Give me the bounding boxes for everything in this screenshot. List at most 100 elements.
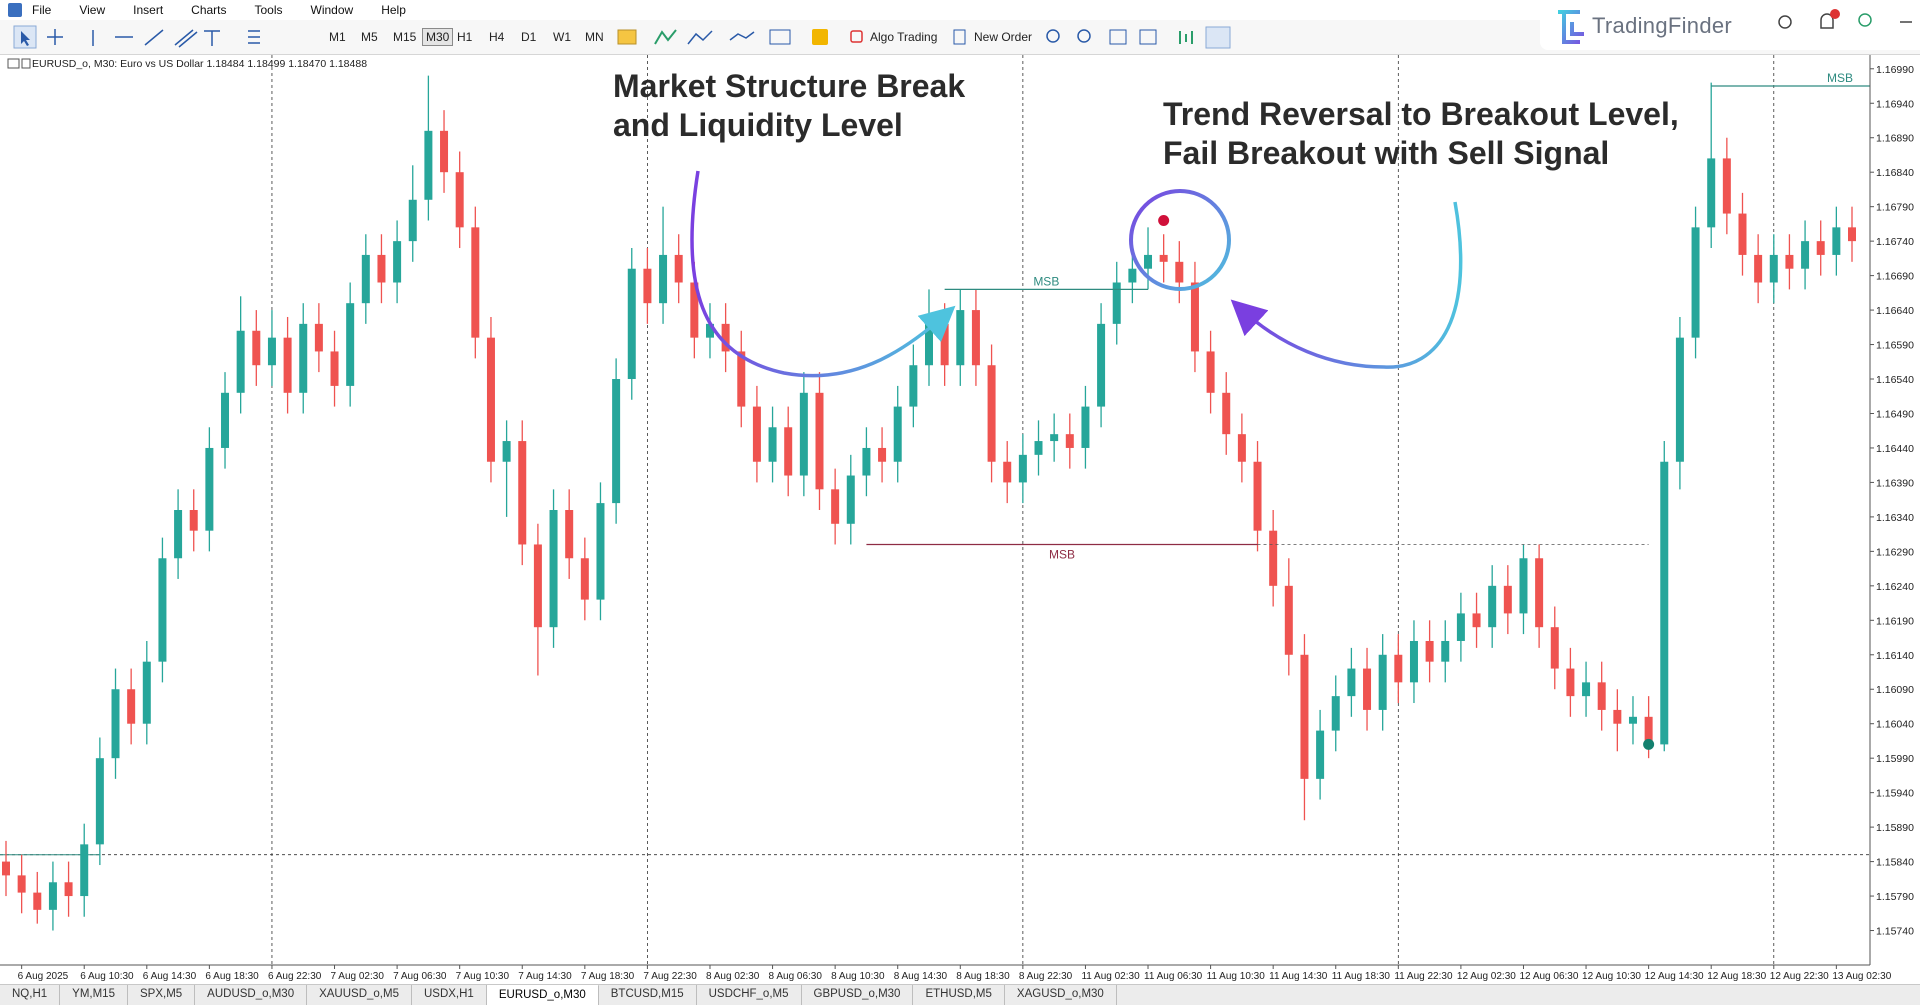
- candle-body: [1488, 585, 1497, 628]
- candle-body: [1722, 158, 1731, 214]
- candle-body: [142, 661, 151, 724]
- timeframe-button[interactable]: W1: [553, 30, 571, 44]
- annotation-text: and Liquidity Level: [613, 107, 903, 143]
- timeframe-button[interactable]: D1: [521, 30, 537, 44]
- menu-item[interactable]: Tools: [254, 3, 283, 17]
- folder-icon[interactable]: [617, 29, 637, 45]
- timeframe-button[interactable]: MN: [585, 30, 604, 44]
- chart-tab[interactable]: XAUUSD_o,M5: [307, 985, 412, 1005]
- candle-body: [580, 558, 589, 600]
- y-tick-label: 1.15790: [1876, 891, 1914, 903]
- x-tick-label: 11 Aug 14:30: [1269, 971, 1328, 982]
- menu-item[interactable]: File: [32, 3, 52, 17]
- channel-icon[interactable]: [174, 29, 198, 48]
- candle-body: [1018, 454, 1027, 483]
- y-tick-label: 1.16940: [1876, 98, 1914, 110]
- candle-body: [549, 510, 558, 628]
- annotation-text: Trend Reversal to Breakout Level,: [1163, 96, 1679, 132]
- indicator-icon[interactable]: [654, 29, 677, 45]
- logo-text: TradingFinder: [1592, 13, 1733, 38]
- x-tick-label: 8 Aug 10:30: [831, 971, 885, 982]
- candle-body: [158, 558, 167, 662]
- timeframe-button[interactable]: M15: [393, 30, 417, 44]
- menu-item[interactable]: Insert: [133, 3, 164, 17]
- candle-body: [1425, 640, 1434, 662]
- x-tick-label: 6 Aug 14:30: [143, 971, 197, 982]
- candle-body: [205, 447, 214, 531]
- y-tick-label: 1.16640: [1876, 305, 1914, 317]
- x-tick-label: 7 Aug 22:30: [643, 971, 697, 982]
- x-tick-label: 6 Aug 2025: [18, 971, 69, 982]
- toolbar-icons: [13, 25, 1231, 49]
- candle-body: [1566, 668, 1575, 697]
- chart-tab[interactable]: NQ,H1: [0, 985, 61, 1005]
- chart-tab[interactable]: ETHUSD,M5: [913, 985, 1005, 1005]
- timeframe-button[interactable]: M1: [329, 30, 346, 44]
- signals-icon[interactable]: [812, 29, 828, 45]
- tile-icon[interactable]: [1109, 29, 1127, 45]
- crosshair-icon[interactable]: [47, 29, 63, 45]
- candle-body: [659, 254, 668, 304]
- candle-body: [799, 392, 808, 476]
- shift-icon[interactable]: [1205, 26, 1231, 49]
- candle-body: [1503, 585, 1512, 614]
- plot-area: EURUSD_o, M30: Euro vs US Dollar 1.18484…: [0, 55, 1920, 982]
- chart-type-icon[interactable]: [687, 30, 713, 45]
- chart-tab[interactable]: YM,M15: [60, 985, 128, 1005]
- menu-item[interactable]: Help: [381, 3, 406, 17]
- zoom-out-icon[interactable]: [1077, 29, 1091, 43]
- scroll-icon[interactable]: [1179, 31, 1193, 44]
- chart-tab[interactable]: SPX,M5: [128, 985, 196, 1005]
- text-icon[interactable]: [248, 30, 260, 44]
- x-tick-label: 8 Aug 06:30: [769, 971, 823, 982]
- candle-body: [502, 441, 511, 462]
- candle-body: [1190, 282, 1199, 352]
- menu-item[interactable]: View: [79, 3, 106, 17]
- logo-icon: [1558, 10, 1584, 44]
- x-tick-label: 13 Aug 02:30: [1832, 971, 1891, 982]
- menu-item[interactable]: Charts: [191, 3, 227, 17]
- algo-icon[interactable]: [850, 30, 863, 43]
- candle-body: [221, 392, 230, 448]
- candle-body: [408, 199, 417, 242]
- y-tick-label: 1.16690: [1876, 271, 1914, 283]
- template-icon[interactable]: [769, 29, 791, 45]
- candle-body: [1284, 585, 1293, 655]
- timeframe-button[interactable]: M5: [361, 30, 378, 44]
- candle-body: [893, 406, 902, 462]
- timeframe-button[interactable]: H4: [489, 30, 505, 44]
- candle-body: [596, 503, 605, 600]
- toolbar-button[interactable]: Algo Trading: [870, 30, 938, 44]
- toolbar-button[interactable]: New Order: [974, 30, 1033, 44]
- candle-body: [518, 441, 527, 545]
- candle-body: [1222, 392, 1231, 435]
- zoom-in-icon[interactable]: [1046, 29, 1060, 43]
- chart-tab[interactable]: USDX,H1: [412, 985, 487, 1005]
- candle-body: [1394, 654, 1403, 683]
- candle-body: [1660, 461, 1669, 745]
- fibo-icon[interactable]: [204, 30, 220, 46]
- line-chart-icon[interactable]: [729, 31, 755, 41]
- annotation-arrow: [1230, 201, 1463, 369]
- candle-body: [283, 337, 292, 393]
- chart-tab[interactable]: BTCUSD,M15: [599, 985, 697, 1005]
- chart-tab[interactable]: GBPUSD_o,M30: [802, 985, 914, 1005]
- y-tick-label: 1.16040: [1876, 719, 1914, 731]
- x-tick-label: 7 Aug 02:30: [331, 971, 385, 982]
- menu-item[interactable]: Window: [310, 3, 354, 17]
- candle-body: [1300, 654, 1309, 779]
- timeframe-button[interactable]: H1: [457, 30, 473, 44]
- chart-tab[interactable]: AUDUSD_o,M30: [195, 985, 308, 1005]
- header-icon: [21, 58, 31, 69]
- grid-icon[interactable]: [1139, 29, 1157, 45]
- chart-tab[interactable]: EURUSD_o,M30: [486, 985, 599, 1005]
- trend-icon[interactable]: [144, 29, 164, 46]
- timeframe-button[interactable]: M30: [422, 28, 454, 46]
- y-tick-label: 1.16740: [1876, 236, 1914, 248]
- candle-body: [1472, 613, 1481, 628]
- chart-tab[interactable]: USDCHF_o,M5: [697, 985, 802, 1005]
- x-tick-label: 12 Aug 18:30: [1707, 971, 1766, 982]
- order-icon[interactable]: [953, 29, 966, 45]
- chart-tab[interactable]: XAGUSD_o,M30: [1005, 985, 1117, 1005]
- candle-body: [455, 172, 464, 228]
